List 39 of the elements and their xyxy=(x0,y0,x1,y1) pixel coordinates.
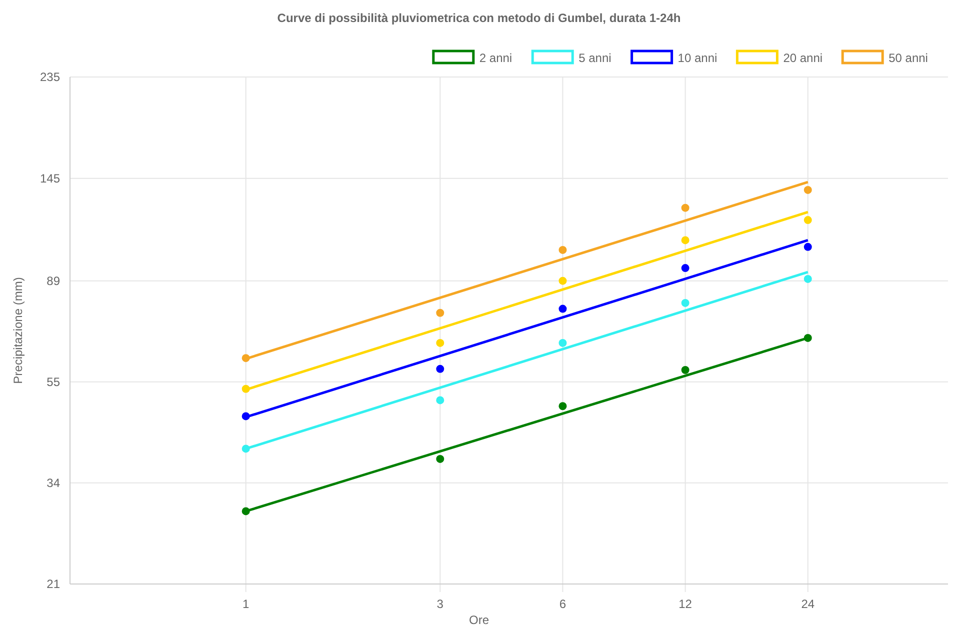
point xyxy=(804,274,812,283)
y-tick-label: 21 xyxy=(46,577,60,592)
x-tick-label: 1 xyxy=(242,597,250,611)
legend-label: 5 anni xyxy=(578,51,612,66)
point xyxy=(804,186,812,194)
x-tick-label: 12 xyxy=(678,597,692,611)
y-tick-label: 55 xyxy=(46,375,60,390)
point xyxy=(681,204,690,212)
legend-label: 50 anni xyxy=(888,51,928,66)
point xyxy=(804,216,812,224)
y-axis-title: Precipitazione (mm) xyxy=(11,277,25,384)
x-tick-label: 24 xyxy=(801,597,815,611)
legend-label: 10 anni xyxy=(678,51,718,66)
point xyxy=(436,454,444,463)
point xyxy=(681,366,690,374)
point xyxy=(558,304,567,313)
point xyxy=(436,338,444,347)
point xyxy=(436,364,444,373)
point xyxy=(681,298,690,307)
point xyxy=(804,242,812,251)
y-tick-label: 89 xyxy=(46,274,60,288)
point xyxy=(558,338,567,347)
legend-label: 20 anni xyxy=(783,51,823,66)
point xyxy=(804,334,812,342)
chart-title: Curve di possibilità pluviometrica con metodo di Gumbel, durata 1-24h xyxy=(277,11,681,25)
point xyxy=(681,264,690,272)
y-tick-label: 145 xyxy=(40,172,60,186)
y-tick-label: 235 xyxy=(40,70,60,84)
point xyxy=(436,308,444,317)
point xyxy=(558,276,567,285)
legend-label: 2 anni xyxy=(479,51,512,66)
point xyxy=(558,402,567,410)
x-tick-label: 3 xyxy=(436,597,444,611)
point xyxy=(681,236,690,244)
point xyxy=(436,396,444,404)
x-axis-title: Ore xyxy=(468,613,490,627)
y-tick-label: 34 xyxy=(46,476,60,490)
x-tick-label: 6 xyxy=(559,597,566,611)
point xyxy=(558,246,567,254)
